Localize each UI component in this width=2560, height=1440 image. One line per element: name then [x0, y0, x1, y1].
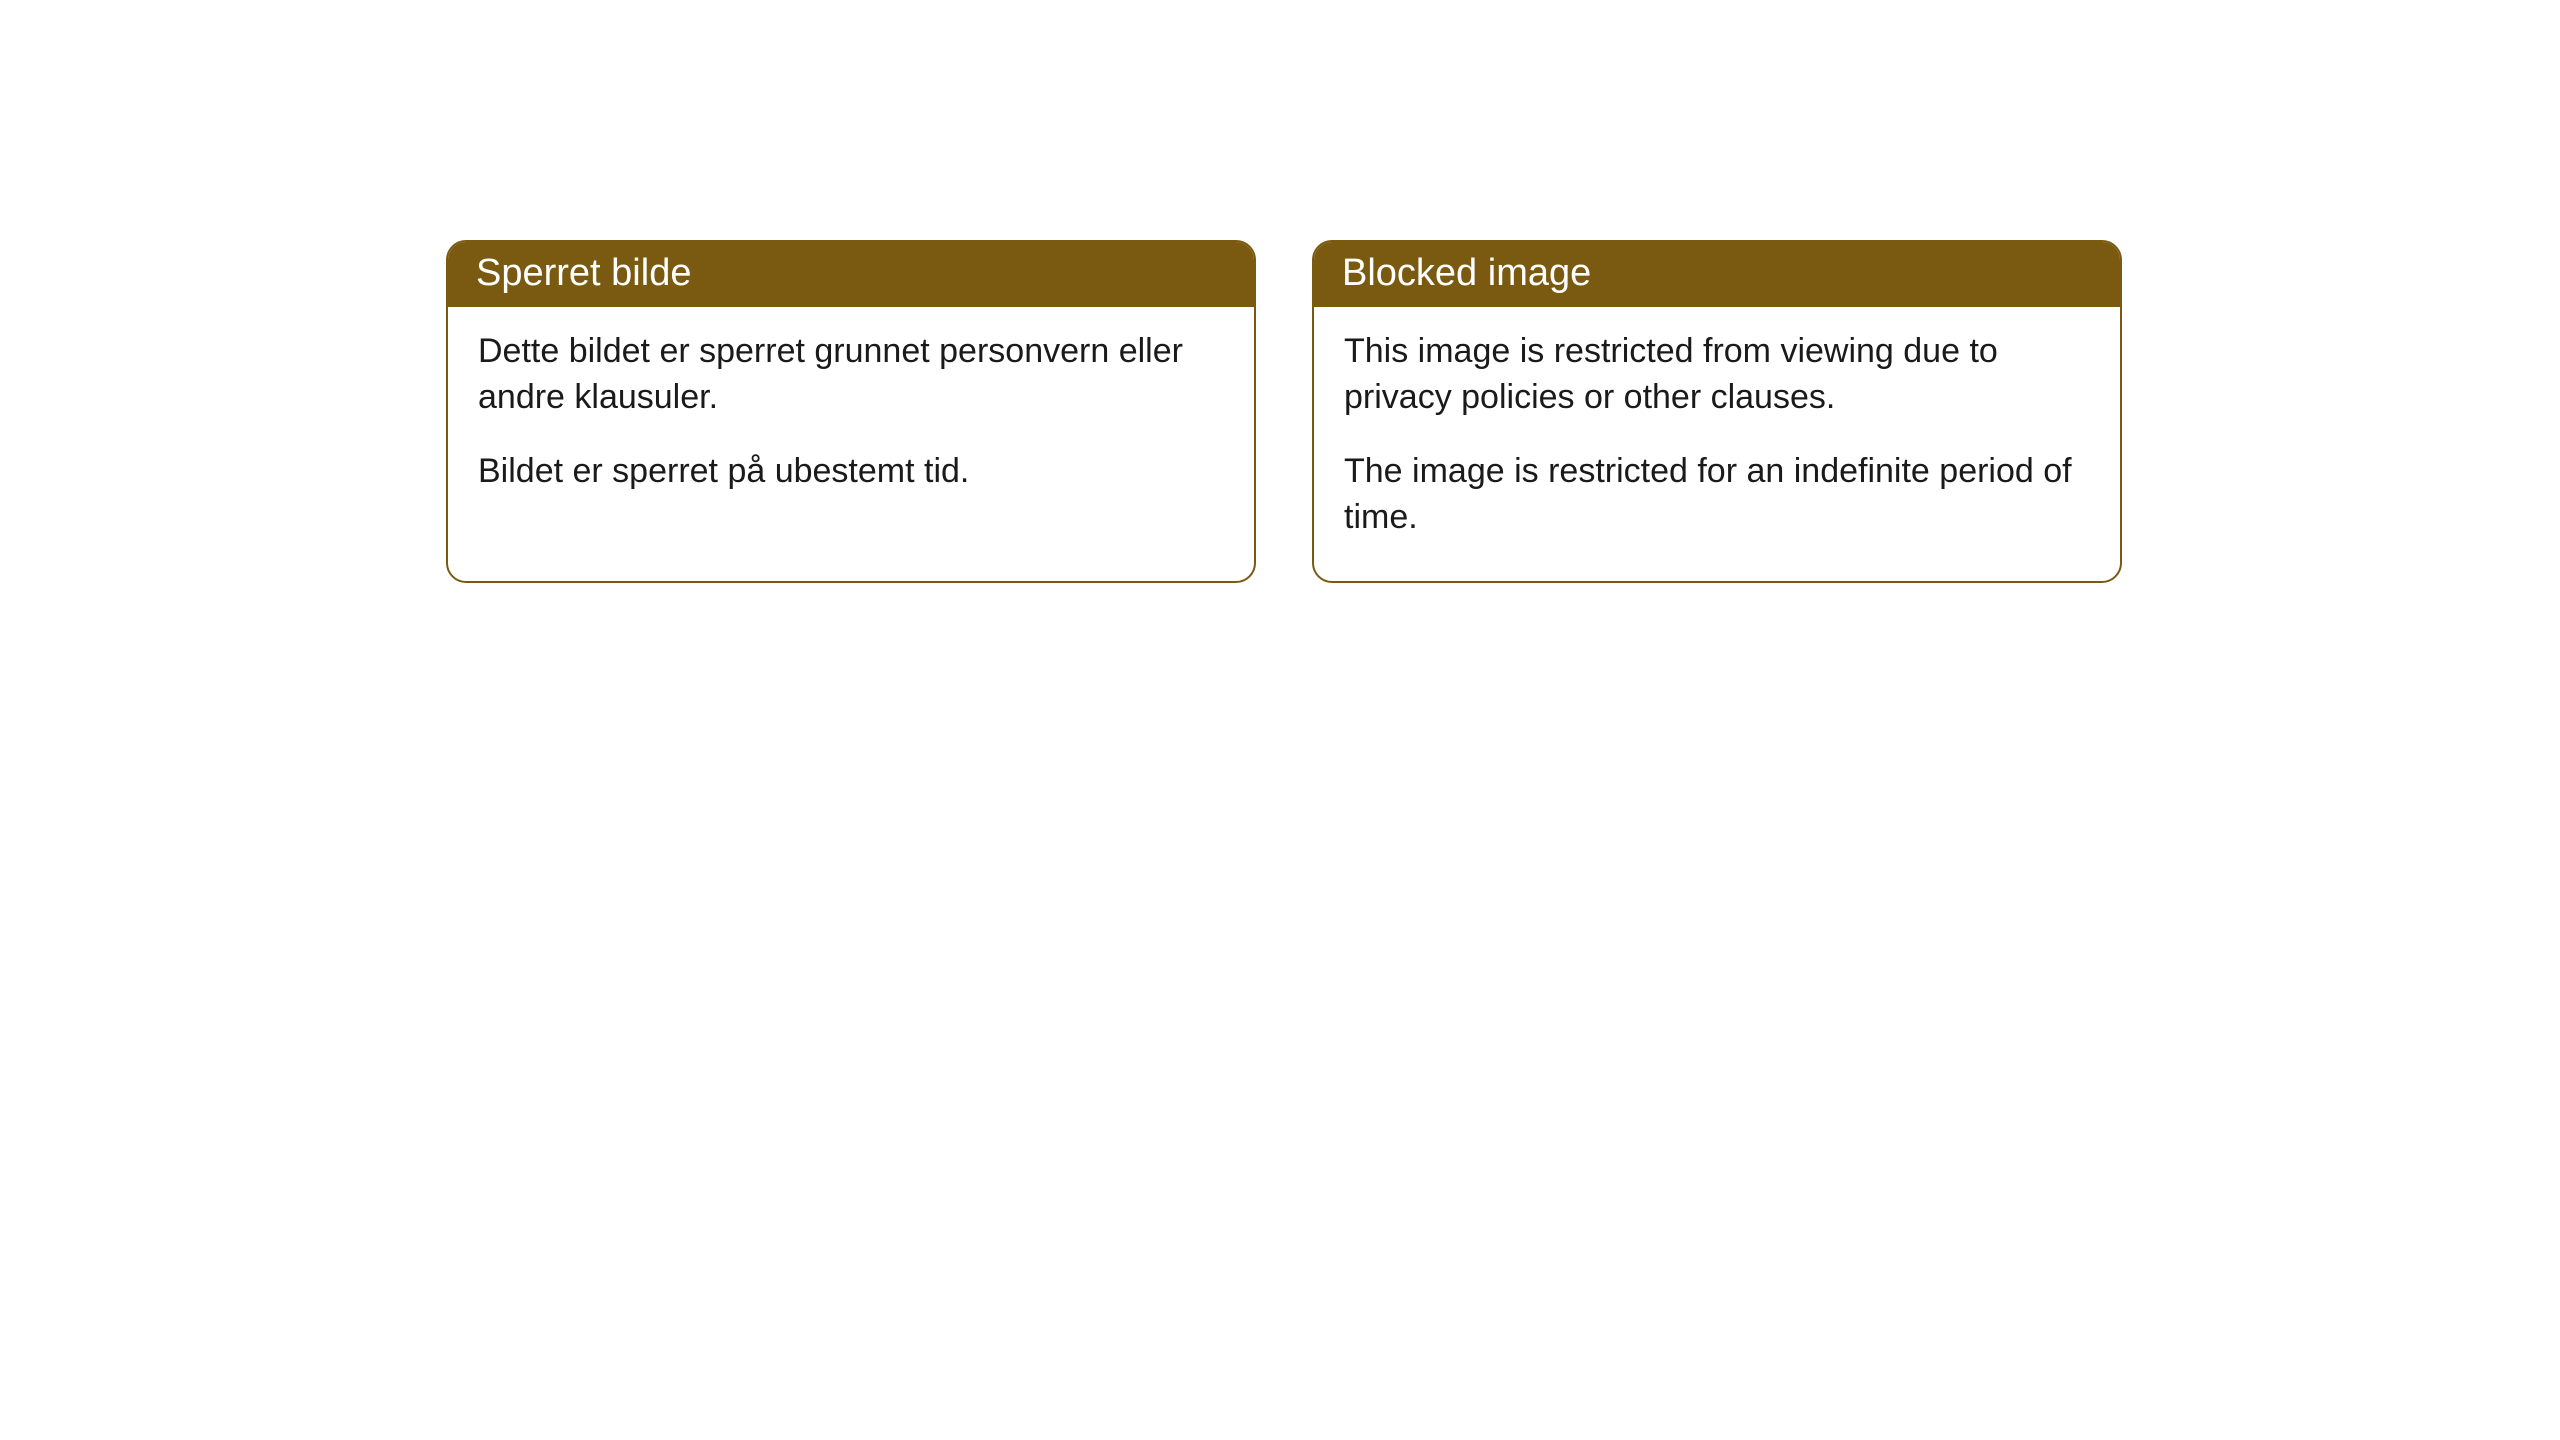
- card-paragraph-2: Bildet er sperret på ubestemt tid.: [478, 449, 1224, 495]
- card-paragraph-2: The image is restricted for an indefinit…: [1344, 449, 2090, 541]
- card-body-norwegian: Dette bildet er sperret grunnet personve…: [448, 307, 1254, 535]
- card-header-norwegian: Sperret bilde: [448, 242, 1254, 307]
- notice-container: Sperret bilde Dette bildet er sperret gr…: [0, 0, 2560, 583]
- card-paragraph-1: This image is restricted from viewing du…: [1344, 329, 2090, 421]
- blocked-image-card-norwegian: Sperret bilde Dette bildet er sperret gr…: [446, 240, 1256, 583]
- card-paragraph-1: Dette bildet er sperret grunnet personve…: [478, 329, 1224, 421]
- card-header-english: Blocked image: [1314, 242, 2120, 307]
- blocked-image-card-english: Blocked image This image is restricted f…: [1312, 240, 2122, 583]
- card-body-english: This image is restricted from viewing du…: [1314, 307, 2120, 581]
